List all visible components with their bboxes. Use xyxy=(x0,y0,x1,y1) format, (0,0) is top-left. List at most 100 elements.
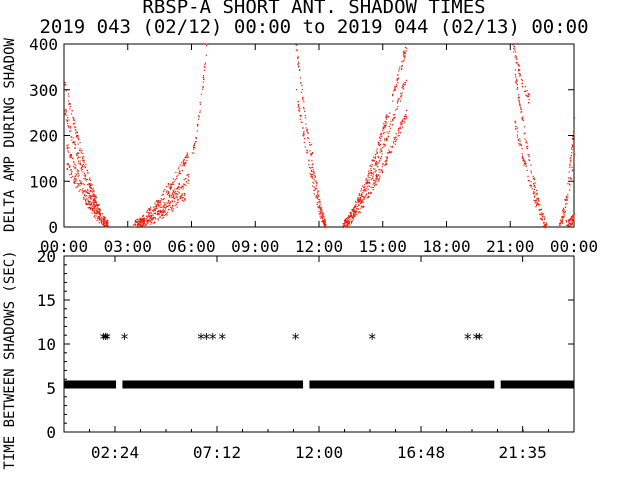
top-x-tick-label: 21:00 xyxy=(486,237,534,256)
top-scatter-point xyxy=(144,219,146,222)
top-scatter-point xyxy=(160,201,162,203)
top-scatter-point xyxy=(380,148,382,150)
top-scatter-point xyxy=(175,193,177,195)
top-scatter-point xyxy=(167,199,170,202)
top-scatter-point xyxy=(172,190,174,192)
top-scatter-point xyxy=(163,209,165,211)
top-scatter-point xyxy=(346,225,348,227)
top-scatter-point xyxy=(165,213,167,216)
top-scatter-point xyxy=(69,106,71,108)
top-scatter-point xyxy=(382,171,384,173)
top-scatter-point xyxy=(379,171,381,173)
top-scatter-point xyxy=(179,164,181,166)
top-scatter-point xyxy=(542,212,544,215)
top-scatter-point xyxy=(401,92,403,94)
top-scatter-point xyxy=(204,66,206,69)
top-scatter-point xyxy=(69,108,71,110)
top-scatter-point xyxy=(360,198,362,200)
top-scatter-point xyxy=(145,215,147,217)
top-scatter-point xyxy=(163,190,165,192)
top-scatter-point xyxy=(368,173,370,175)
bottom-y-tick-label: 15 xyxy=(37,291,56,310)
top-scatter-point xyxy=(162,214,164,216)
top-scatter-point xyxy=(399,66,401,68)
top-scatter-point xyxy=(86,198,88,200)
top-scatter-point xyxy=(573,212,575,215)
top-scatter-point xyxy=(172,191,174,193)
top-scatter-point xyxy=(165,208,167,210)
top-scatter-point xyxy=(67,164,69,166)
top-scatter-point xyxy=(524,132,526,134)
top-scatter-point xyxy=(182,186,185,188)
top-y-tick-label: 100 xyxy=(29,172,58,191)
top-scatter-point xyxy=(573,128,575,130)
top-scatter-point xyxy=(368,192,370,195)
top-scatter-point xyxy=(87,203,89,206)
top-scatter-point xyxy=(569,218,571,220)
top-scatter-point xyxy=(91,184,93,186)
top-scatter-point xyxy=(77,170,79,172)
top-scatter-point xyxy=(79,185,81,187)
top-scatter-point xyxy=(105,226,107,228)
top-scatter-point xyxy=(65,111,67,113)
top-scatter-point xyxy=(405,116,408,118)
top-scatter-point xyxy=(82,160,85,162)
top-scatter-point xyxy=(569,166,571,168)
top-scatter-point xyxy=(157,200,159,202)
top-scatter-point xyxy=(569,184,571,186)
top-scatter-point xyxy=(194,147,196,149)
top-scatter-point xyxy=(321,214,323,216)
top-scatter-point xyxy=(394,143,396,145)
bottom-x-ticks: 02:24 07:12 12:00 16:48 21:35 xyxy=(63,256,575,462)
top-scatter-point xyxy=(79,142,81,144)
top-scatter-point xyxy=(392,114,394,116)
top-scatter-point xyxy=(364,184,366,186)
top-scatter-point xyxy=(181,186,183,188)
top-scatter-point xyxy=(319,203,321,205)
top-scatter-point xyxy=(537,198,540,200)
top-scatter-point xyxy=(90,207,92,209)
top-scatter-point xyxy=(380,149,382,151)
top-scatter-point xyxy=(563,207,565,209)
top-scatter-point xyxy=(297,106,299,108)
top-scatter-point xyxy=(67,144,69,146)
top-scatter-point xyxy=(93,210,95,212)
top-scatter-point xyxy=(151,216,153,218)
top-scatter-point xyxy=(85,200,87,202)
top-scatter-point xyxy=(395,109,397,111)
top-scatter-point xyxy=(200,93,203,95)
top-scatter-point xyxy=(104,219,106,221)
top-scatter-point xyxy=(532,178,534,180)
top-scatter-point xyxy=(79,163,81,165)
top-scatter-point xyxy=(299,107,301,109)
top-scatter-point xyxy=(515,126,517,128)
top-scatter-point xyxy=(400,95,402,97)
top-scatter-point xyxy=(344,222,346,224)
top-scatter-point xyxy=(167,205,169,207)
top-scatter-point xyxy=(92,194,94,196)
top-scatter-point xyxy=(184,178,186,180)
top-scatter-point xyxy=(396,102,399,104)
top-scatter-point xyxy=(95,203,98,205)
top-scatter-point xyxy=(386,163,388,165)
top-scatter-point xyxy=(159,204,161,206)
top-scatter-point xyxy=(571,152,573,154)
top-scatter-point xyxy=(393,90,395,92)
top-scatter-point xyxy=(354,207,356,209)
top-scatter-point xyxy=(350,222,352,224)
top-scatter-point xyxy=(154,218,157,220)
top-scatter-point xyxy=(518,100,520,102)
top-scatter-point xyxy=(393,137,395,139)
top-scatter-point xyxy=(73,181,75,183)
top-scatter-point xyxy=(357,199,359,202)
top-scatter-point xyxy=(308,164,310,166)
top-scatter-point xyxy=(519,104,521,106)
top-scatter-point xyxy=(89,200,91,203)
top-scatter-point xyxy=(541,218,543,220)
top-scatter-point xyxy=(76,137,78,139)
top-scatter-point xyxy=(345,225,347,227)
top-scatter-point xyxy=(370,192,372,195)
top-scatter-point xyxy=(90,202,92,205)
top-scatter-point xyxy=(533,178,535,180)
top-scatter-point xyxy=(172,181,174,184)
